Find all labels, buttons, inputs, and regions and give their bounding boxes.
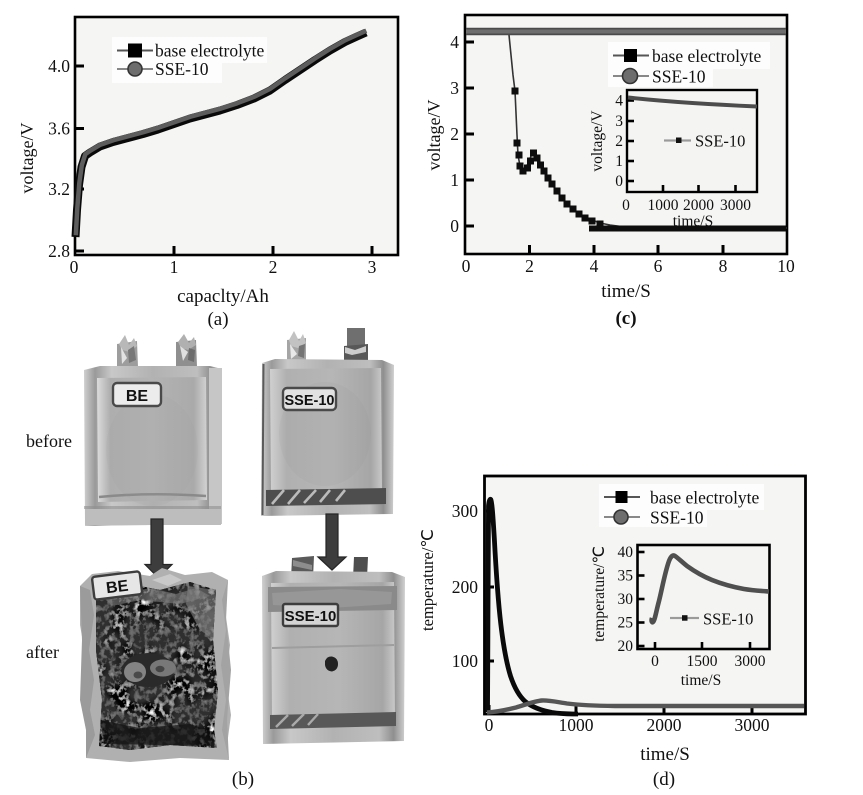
svg-text:temperature/℃: temperature/℃ xyxy=(418,529,437,631)
svg-text:0: 0 xyxy=(462,256,471,276)
svg-text:3000: 3000 xyxy=(720,197,751,214)
svg-text:3: 3 xyxy=(450,78,459,98)
svg-text:4: 4 xyxy=(590,256,599,276)
svg-text:25: 25 xyxy=(618,615,634,632)
svg-text:temperature/℃: temperature/℃ xyxy=(591,546,608,642)
svg-text:200: 200 xyxy=(452,577,479,597)
svg-text:base electrolyte: base electrolyte xyxy=(155,41,265,61)
svg-text:2: 2 xyxy=(615,133,623,150)
svg-text:2000: 2000 xyxy=(683,197,714,214)
svg-text:time/S: time/S xyxy=(640,744,690,765)
svg-text:35: 35 xyxy=(618,568,634,585)
svg-text:time/S: time/S xyxy=(673,213,713,230)
svg-text:4.0: 4.0 xyxy=(48,56,70,76)
svg-text:(d): (d) xyxy=(653,769,675,790)
svg-text:BE: BE xyxy=(105,578,129,598)
svg-text:base electrolyte: base electrolyte xyxy=(652,46,762,66)
svg-text:0: 0 xyxy=(450,216,459,236)
svg-text:3: 3 xyxy=(615,113,623,130)
svg-text:1: 1 xyxy=(450,170,459,190)
svg-text:0: 0 xyxy=(70,257,79,277)
svg-text:capaclty/Ah: capaclty/Ah xyxy=(177,286,269,307)
svg-text:4: 4 xyxy=(615,93,623,110)
svg-text:1: 1 xyxy=(170,257,179,277)
svg-text:2: 2 xyxy=(269,257,278,277)
svg-text:SSE-10: SSE-10 xyxy=(650,508,704,528)
svg-text:2: 2 xyxy=(525,256,534,276)
svg-text:after: after xyxy=(26,642,59,662)
svg-text:SSE-10: SSE-10 xyxy=(155,59,209,79)
svg-text:300: 300 xyxy=(452,501,479,521)
svg-text:1: 1 xyxy=(615,153,623,170)
svg-text:3: 3 xyxy=(368,257,377,277)
svg-text:1500: 1500 xyxy=(687,653,718,670)
svg-text:8: 8 xyxy=(719,256,728,276)
svg-text:4: 4 xyxy=(450,32,459,52)
svg-text:0: 0 xyxy=(651,653,659,670)
svg-text:10: 10 xyxy=(777,256,795,276)
svg-text:time/S: time/S xyxy=(681,672,721,689)
svg-text:(b): (b) xyxy=(232,769,254,790)
svg-text:SSE-10: SSE-10 xyxy=(285,608,337,625)
svg-text:3.2: 3.2 xyxy=(48,179,70,199)
svg-text:SSE-10: SSE-10 xyxy=(695,132,745,151)
svg-text:3000: 3000 xyxy=(735,715,770,735)
svg-text:40: 40 xyxy=(618,544,634,561)
svg-text:3.6: 3.6 xyxy=(48,119,70,139)
svg-text:voltage/V: voltage/V xyxy=(424,100,444,171)
svg-text:0: 0 xyxy=(615,173,623,190)
svg-text:before: before xyxy=(26,431,72,451)
svg-text:(c): (c) xyxy=(615,308,636,329)
svg-text:base electrolyte: base electrolyte xyxy=(650,488,760,508)
svg-text:2: 2 xyxy=(450,124,459,144)
svg-text:1000: 1000 xyxy=(648,197,679,214)
svg-text:(a): (a) xyxy=(207,309,228,330)
svg-text:voltage/V: voltage/V xyxy=(17,123,37,194)
svg-text:2000: 2000 xyxy=(647,715,682,735)
svg-text:time/S: time/S xyxy=(601,281,651,302)
svg-text:2.8: 2.8 xyxy=(48,241,70,261)
svg-text:voltage/V: voltage/V xyxy=(589,110,606,172)
svg-text:1000: 1000 xyxy=(559,715,594,735)
svg-text:0: 0 xyxy=(485,715,494,735)
svg-text:30: 30 xyxy=(618,591,634,608)
svg-text:BE: BE xyxy=(126,388,149,405)
svg-text:0: 0 xyxy=(622,197,630,214)
svg-text:100: 100 xyxy=(452,651,479,671)
svg-text:6: 6 xyxy=(654,256,663,276)
svg-text:SSE-10: SSE-10 xyxy=(285,393,335,409)
svg-text:SSE-10: SSE-10 xyxy=(652,67,706,87)
svg-text:SSE-10: SSE-10 xyxy=(703,610,753,629)
svg-text:3000: 3000 xyxy=(735,653,766,670)
svg-text:20: 20 xyxy=(618,638,634,655)
